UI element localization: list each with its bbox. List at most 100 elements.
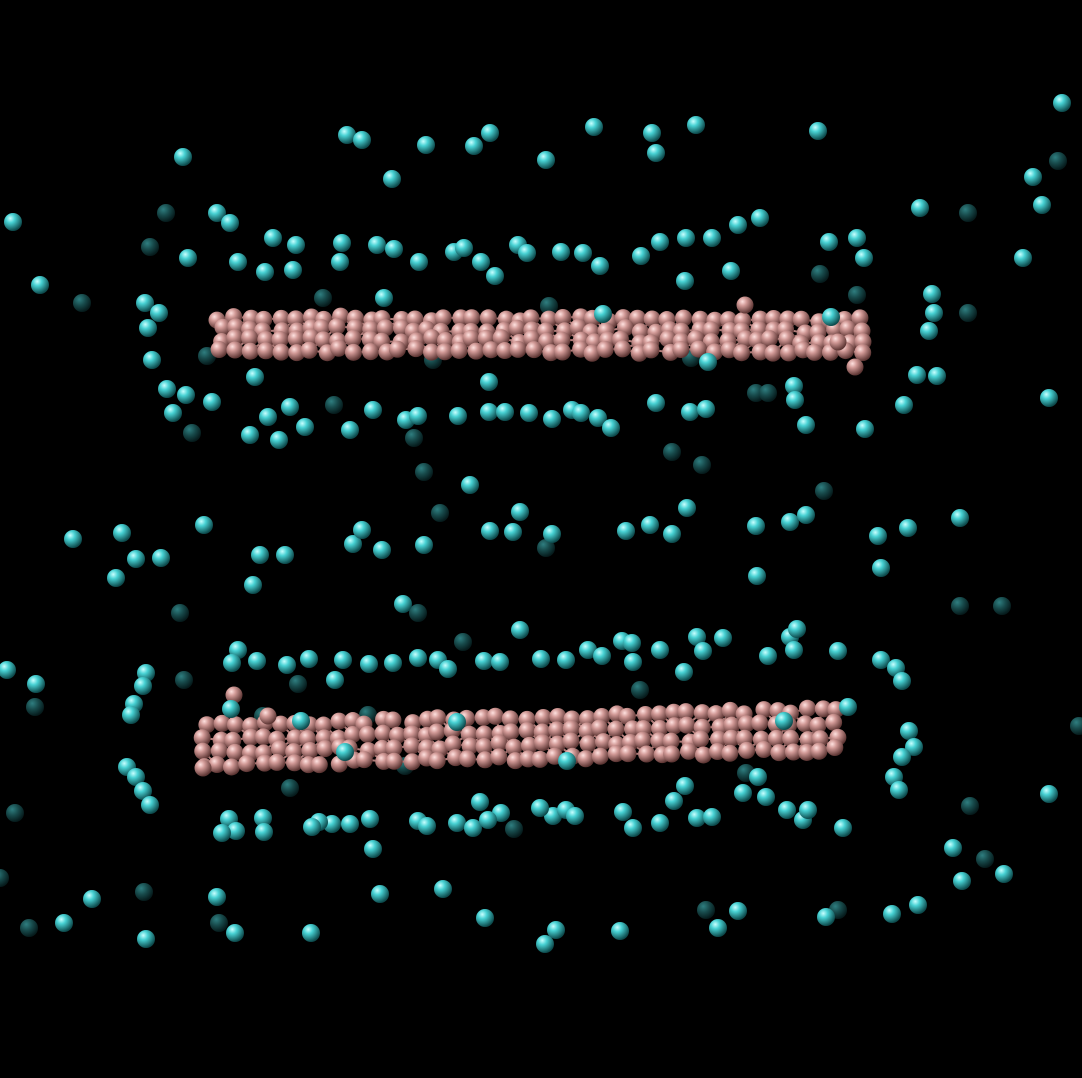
ion-sphere	[221, 214, 239, 232]
carbon-atom	[662, 732, 680, 750]
carbon-atom	[490, 748, 508, 766]
ion-sphere	[394, 595, 412, 613]
carbon-atom	[461, 737, 479, 755]
ion-sphere	[83, 890, 101, 908]
ion-sphere	[785, 641, 803, 659]
ion-sphere	[143, 351, 161, 369]
dim-ion-sphere	[210, 914, 228, 932]
ion-sphere	[557, 651, 575, 669]
carbon-atom	[198, 716, 216, 734]
ion-sphere	[137, 930, 155, 948]
dim-ion-sphere	[959, 204, 977, 222]
ion-sphere	[543, 410, 561, 428]
carbon-atom	[403, 737, 421, 755]
carbon-atom	[755, 740, 773, 758]
ion-sphere	[409, 407, 427, 425]
carbon-atom	[810, 742, 828, 760]
ion-sphere	[333, 234, 351, 252]
carbon-atom	[694, 746, 712, 764]
ion-sphere	[895, 396, 913, 414]
ion-sphere	[722, 262, 740, 280]
ion-sphere	[928, 367, 946, 385]
carbon-atom	[502, 723, 520, 741]
carbon-atom	[562, 732, 580, 750]
ion-sphere	[410, 253, 428, 271]
ion-sphere	[134, 677, 152, 695]
ion-sphere	[241, 426, 259, 444]
carbon-atom	[208, 756, 226, 774]
carbon-atom	[839, 320, 857, 338]
carbon-atom	[501, 710, 519, 728]
dim-ion-sphere	[281, 779, 299, 797]
dim-ion-sphere	[697, 901, 715, 919]
ion-sphere	[872, 651, 890, 669]
ion-sphere	[611, 922, 629, 940]
ion-sphere	[296, 418, 314, 436]
ion-sphere	[641, 516, 659, 534]
carbon-atom	[665, 703, 683, 721]
ion-sphere	[303, 818, 321, 836]
ion-sphere	[536, 935, 554, 953]
carbon-atom	[690, 340, 708, 358]
carbon-atom	[509, 340, 527, 358]
carbon-atom	[222, 758, 240, 776]
dim-ion-sphere	[848, 286, 866, 304]
ion-sphere	[434, 880, 452, 898]
carbon-atom	[778, 330, 796, 348]
dim-ion-sphere	[141, 238, 159, 256]
carbon-atom	[287, 330, 305, 348]
ion-sphere	[465, 137, 483, 155]
ion-sphere	[448, 814, 466, 832]
ion-sphere	[624, 819, 642, 837]
ion-sphere	[248, 652, 266, 670]
carbon-atom	[330, 339, 348, 357]
ion-sphere	[158, 380, 176, 398]
carbon-atom	[764, 344, 782, 362]
carbon-atom	[531, 750, 549, 768]
ion-sphere	[476, 909, 494, 927]
ion-sphere	[287, 236, 305, 254]
ion-sphere	[856, 420, 874, 438]
carbon-atom	[607, 720, 625, 738]
ion-sphere	[709, 919, 727, 937]
ion-sphere	[799, 801, 817, 819]
carbon-atom	[423, 343, 441, 361]
carbon-atom	[376, 319, 394, 337]
carbon-atom	[650, 705, 668, 723]
ion-sphere	[995, 865, 1013, 883]
dim-ion-sphere	[759, 384, 777, 402]
carbon-atom	[226, 341, 244, 359]
carbon-atom	[825, 713, 843, 731]
carbon-atom	[594, 733, 612, 751]
ion-sphere	[480, 403, 498, 421]
carbon-atom	[638, 745, 656, 763]
ion-sphere	[911, 199, 929, 217]
ion-sphere	[341, 421, 359, 439]
carbon-atom	[533, 734, 551, 752]
ion-sphere	[284, 261, 302, 279]
carbon-atom	[362, 343, 380, 361]
dim-ion-sphere	[20, 919, 38, 937]
ion-sphere	[714, 629, 732, 647]
dim-ion-sphere	[1070, 717, 1082, 735]
carbon-atom	[475, 725, 493, 743]
ion-sphere	[893, 748, 911, 766]
ion-sphere	[461, 476, 479, 494]
carbon-atom	[751, 343, 769, 361]
ion-sphere	[0, 661, 16, 679]
ion-sphere	[439, 660, 457, 678]
carbon-atom	[525, 341, 543, 359]
ion-sphere	[409, 649, 427, 667]
carbon-atom	[194, 742, 212, 760]
ion-sphere	[55, 914, 73, 932]
ion-sphere	[923, 285, 941, 303]
dim-ion-sphere	[959, 304, 977, 322]
ion-sphere	[150, 304, 168, 322]
ion-sphere	[496, 403, 514, 421]
ion-sphere	[511, 503, 529, 521]
ion-sphere	[179, 249, 197, 267]
ion-sphere	[651, 233, 669, 251]
ion-sphere	[681, 403, 699, 421]
dim-ion-sphere	[171, 604, 189, 622]
ion-sphere	[139, 319, 157, 337]
